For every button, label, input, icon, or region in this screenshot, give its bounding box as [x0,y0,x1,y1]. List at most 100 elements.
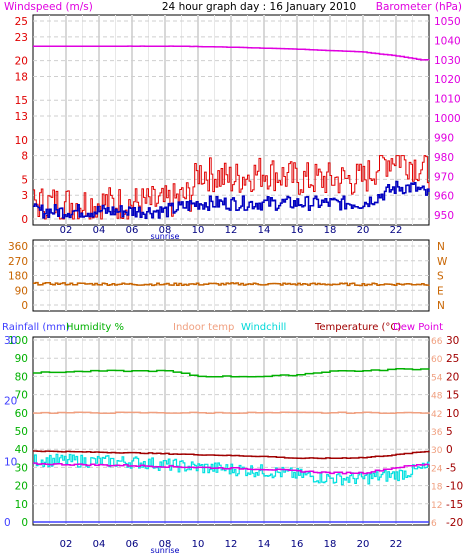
barometer-line [33,45,430,61]
wind-tick-label: 20 [15,56,28,68]
temperature-tick-label: 20 [446,371,459,383]
x-tick-label: 08 [159,539,172,550]
direction-tick-label: 180 [8,271,28,283]
wind-tick-label: 25 [15,16,28,28]
x-tick-label: 22 [390,539,403,550]
aux-tick-label: 12 [431,501,442,511]
x-tick-label: 16 [291,539,304,550]
barometer-tick-label: 1030 [434,55,461,67]
grid-layer [33,15,429,525]
windchill-line [33,453,430,486]
temperature-tick-label: -15 [446,499,463,511]
humidity-tick-label: 30 [15,462,28,474]
direction-tick-label: 0 [21,300,28,312]
humidity-tick-label: 0 [21,517,28,529]
aux-tick-label: 66 [431,337,443,347]
aux-tick-label: 48 [431,392,443,402]
dew-point-line [33,462,430,475]
x-tick-label: 12 [225,225,238,236]
x-tick-label: 08 [159,225,172,236]
tick-labels-layer: 0358101315182023259509609709809901000101… [4,16,463,550]
wind-tick-label: 13 [15,111,28,123]
barometer-tick-label: 950 [434,210,454,222]
barometer-tick-label: 1040 [434,35,461,47]
humidity-tick-label: 70 [15,390,28,402]
compass-tick-label: E [437,285,444,297]
aux-tick-label: 30 [431,446,443,456]
sunrise-label-bottom: sunrise [151,546,180,555]
humidity-tick-label: 40 [15,444,28,456]
humidity-tick-label: 50 [15,426,28,438]
temperature-tick-label: -5 [446,462,456,474]
x-tick-label: 02 [60,539,73,550]
rain-tick-label: 30 [4,335,17,347]
barometer-tick-label: 960 [434,191,454,203]
wind-tick-label: 10 [15,135,28,147]
x-tick-label: 06 [126,225,139,236]
x-tick-label: 20 [357,225,370,236]
barometer-tick-label: 1010 [434,94,461,106]
aux-tick-label: 24 [431,464,443,474]
indoor-temp-line [33,411,430,415]
compass-tick-label: S [437,271,444,283]
windspeed-label: Windspeed (m/s) [4,1,93,13]
aux-tick-label: 6 [431,519,437,529]
direction-tick-label: 360 [8,241,28,253]
wind-tick-label: 15 [15,95,28,107]
x-tick-label: 22 [390,225,403,236]
rainfall-label: Rainfall (mm) [2,322,70,333]
humidity-tick-label: 60 [15,408,28,420]
temperature-label: Temperature (°C) [314,322,401,333]
temperature-line [33,450,430,460]
x-tick-label: 16 [291,225,304,236]
x-tick-label: 10 [192,539,205,550]
humidity-tick-label: 20 [15,481,28,493]
x-tick-label: 18 [324,539,337,550]
dew-point-label: Dew Point [393,322,443,333]
barometer-tick-label: 990 [434,132,454,144]
x-tick-label: 10 [192,225,205,236]
x-tick-label: 12 [225,539,238,550]
x-tick-label: 02 [60,225,73,236]
humidity-tick-label: 100 [8,335,28,347]
x-tick-label: 06 [126,539,139,550]
rain-tick-label: 20 [4,396,17,408]
rain-tick-label: 0 [4,517,11,529]
aux-tick-label: 60 [431,355,443,365]
rain-tick-label: 10 [4,456,17,468]
x-tick-label: 14 [258,225,271,236]
x-tick-label: 18 [324,225,337,236]
wind-tick-label: 18 [15,71,28,83]
aux-tick-label: 36 [431,428,443,438]
series-layer [33,45,430,523]
wind-tick-label: 5 [21,174,28,186]
compass-tick-label: W [437,256,448,268]
x-tick-label: 14 [258,539,271,550]
wind-average-line [33,180,430,219]
aux-tick-label: 54 [431,373,443,383]
barometer-tick-label: 980 [434,152,454,164]
temperature-tick-label: 5 [446,426,453,438]
temperature-tick-label: 10 [446,408,459,420]
temperature-tick-label: 15 [446,390,459,402]
wind-tick-label: 3 [21,190,28,202]
temperature-tick-label: -20 [446,517,463,529]
barometer-label: Barometer (hPa) [376,1,462,13]
x-tick-label: 04 [93,539,106,550]
temperature-tick-label: 25 [446,353,459,365]
humidity-tick-label: 10 [15,499,28,511]
humidity-tick-label: 80 [15,371,28,383]
wind-tick-label: 23 [15,32,28,44]
aux-tick-label: 18 [431,483,443,493]
sunrise-label-top: sunrise [151,232,180,241]
barometer-tick-label: 1000 [434,113,461,125]
aux-tick-label: 42 [431,410,442,420]
barometer-tick-label: 970 [434,171,454,183]
direction-tick-label: 270 [8,256,28,268]
windchill-label: Windchill [241,322,286,333]
barometer-tick-label: 1050 [434,16,461,28]
compass-tick-label: N [437,241,445,253]
graph-title: 24 hour graph day : 16 January 2010 [162,1,356,13]
wind-direction-line [33,281,430,287]
